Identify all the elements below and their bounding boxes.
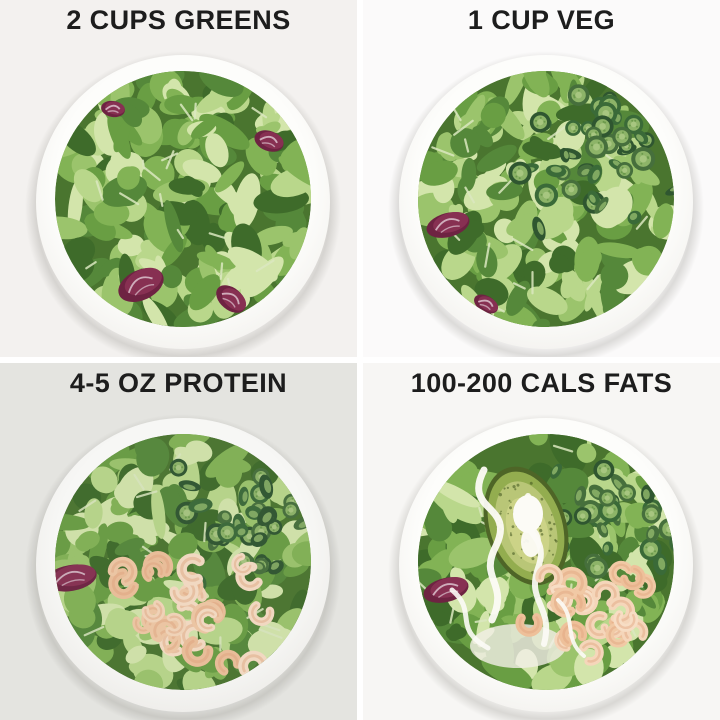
panel-greens: 2 CUPS GREENS [0, 0, 357, 357]
salad-bowl-illustration [363, 0, 720, 357]
salad-bowl-illustration [363, 363, 720, 720]
panel-veg: 1 CUP VEG [363, 0, 720, 357]
salad-bowl-illustration [0, 0, 357, 357]
fats-bowl-photo [363, 363, 720, 720]
panel-veg-label: 1 CUP VEG [467, 5, 616, 35]
panel-fats: 100-200 CALS FATS [363, 363, 720, 720]
panel-protein: 4-5 OZ PROTEIN [0, 363, 357, 720]
panel-protein-label: 4-5 OZ PROTEIN [69, 368, 288, 398]
salad-bowl-illustration [0, 363, 357, 720]
veg-bowl-photo [363, 0, 720, 357]
greens-bowl-photo [0, 0, 357, 357]
protein-bowl-photo [0, 363, 357, 720]
panel-fats-label: 100-200 CALS FATS [410, 368, 673, 398]
panel-greens-label: 2 CUPS GREENS [66, 5, 291, 35]
